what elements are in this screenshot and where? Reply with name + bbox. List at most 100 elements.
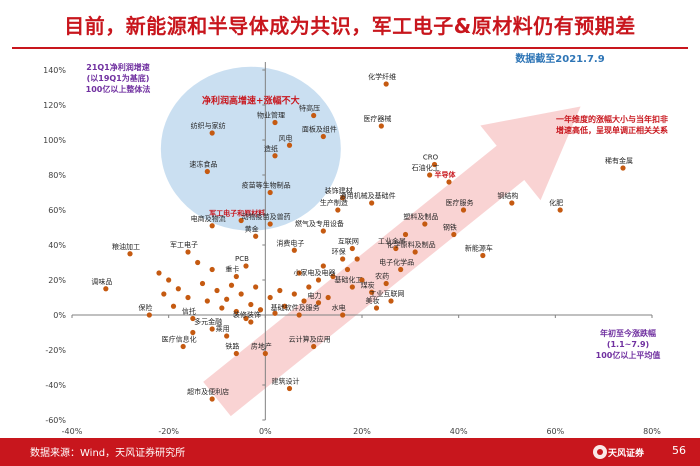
data-point (233, 273, 239, 280)
data-point (243, 315, 249, 322)
data-point (262, 350, 268, 357)
data-point (349, 284, 355, 290)
data-point (248, 319, 254, 325)
data-point (296, 270, 302, 276)
data-point (383, 280, 389, 287)
point-label: 建筑设计 (272, 377, 300, 386)
arrow-note: 一年维度的涨幅大小与当年扣非增速高低，呈现单调正相关关系 (556, 114, 668, 135)
point-label: 化学纤维 (368, 72, 396, 81)
point-label: CRO (423, 154, 439, 162)
point-label: 保险 (138, 303, 152, 312)
circle-annotation: 净利润高增速+涨幅不大 (202, 94, 300, 106)
point-label: 农药 (375, 272, 389, 281)
data-point (103, 286, 109, 292)
data-point (286, 385, 293, 392)
point-label: 化肥 (549, 198, 563, 207)
data-point (557, 207, 563, 213)
data-point (311, 343, 317, 350)
point-label: 特高压 (299, 104, 320, 113)
point-label: 水电 (332, 303, 346, 312)
point-label: 生产制造 (320, 198, 348, 207)
data-point (219, 305, 225, 311)
y-tick-label: -20% (45, 346, 66, 355)
point-label: 石油化工 (412, 163, 440, 172)
data-point (233, 308, 239, 315)
point-label: 通用机械及基础件 (340, 191, 396, 200)
point-label: 装饰建材 (325, 186, 353, 195)
logo-text: 天风证券 (608, 449, 645, 459)
data-point (277, 287, 283, 294)
data-point (253, 284, 259, 290)
data-point (175, 286, 181, 292)
data-point (238, 291, 244, 297)
data-point (127, 251, 133, 257)
data-point (180, 343, 186, 350)
point-label: 疫苗等生物制品 (242, 181, 291, 190)
data-point (291, 291, 297, 297)
point-label: 房地产 (251, 342, 272, 351)
data-point (480, 252, 486, 259)
data-point (369, 200, 375, 206)
data-point (402, 231, 409, 238)
data-point (306, 284, 312, 290)
point-label: 粮油加工 (112, 242, 140, 251)
data-point (427, 172, 433, 178)
point-label: 面板及组件 (302, 125, 337, 134)
x-axis-label: 年初至今涨跌幅(1.1~7.9) 100亿以上平均值 (596, 328, 661, 360)
data-point (238, 217, 244, 224)
x-tick-label: 20% (353, 427, 371, 436)
data-point (253, 233, 259, 239)
point-label: 新能源车 (465, 244, 493, 253)
data-point (209, 326, 215, 332)
x-tick-label: 80% (643, 427, 661, 436)
data-point (224, 333, 230, 339)
data-point (373, 305, 380, 311)
point-label: 燃气及专用设备 (295, 219, 344, 228)
data-point (301, 298, 307, 304)
data-point (451, 231, 457, 238)
highlight-circle (160, 66, 341, 231)
data-point (325, 294, 331, 301)
data-point (383, 81, 389, 87)
data-point (431, 161, 438, 168)
y-tick-label: 0% (53, 311, 66, 320)
data-point (204, 298, 210, 304)
data-point (146, 312, 152, 318)
data-point (190, 315, 196, 322)
point-label: 多元金融 (194, 317, 222, 326)
point-label: 消费电子 (276, 238, 304, 247)
point-label: 化学原料及制品 (387, 240, 436, 249)
data-point (248, 301, 254, 308)
point-label: 超市及便利店 (187, 387, 229, 396)
data-point (224, 296, 230, 302)
data-point (320, 263, 326, 269)
data-point (388, 298, 394, 304)
data-point (286, 142, 293, 148)
data-point (335, 207, 341, 213)
data-point (359, 277, 365, 283)
y-tick-label: 140% (43, 66, 66, 75)
point-label: 工业互联网 (370, 289, 405, 298)
data-point (272, 310, 278, 316)
data-point (291, 247, 297, 253)
point-label: 煤炭 (361, 280, 375, 289)
data-point (378, 123, 384, 129)
point-label: 基础化工 (334, 275, 362, 284)
point-label: 重卡 (225, 265, 239, 274)
data-point (185, 294, 191, 301)
data-point (330, 273, 336, 280)
page-number: 56 (672, 444, 686, 457)
point-label: 风电 (279, 133, 293, 142)
data-point (257, 307, 264, 313)
point-label: 调味品 (91, 277, 112, 286)
data-point (195, 259, 201, 266)
title-divider (12, 47, 688, 49)
data-point (204, 168, 210, 175)
data-point (272, 153, 278, 159)
y-tick-label: 40% (48, 241, 66, 250)
data-point (209, 396, 215, 402)
point-label: PCB (235, 255, 249, 263)
source-note: 数据来源：Wind，天风证券研究所 (30, 448, 186, 459)
scatter-chart: -40% -20% 0% 20% 40% 60% 80% 140% 120% 100% 80% 60%… (43, 52, 668, 436)
point-label: 小家电及电器 (294, 268, 336, 277)
